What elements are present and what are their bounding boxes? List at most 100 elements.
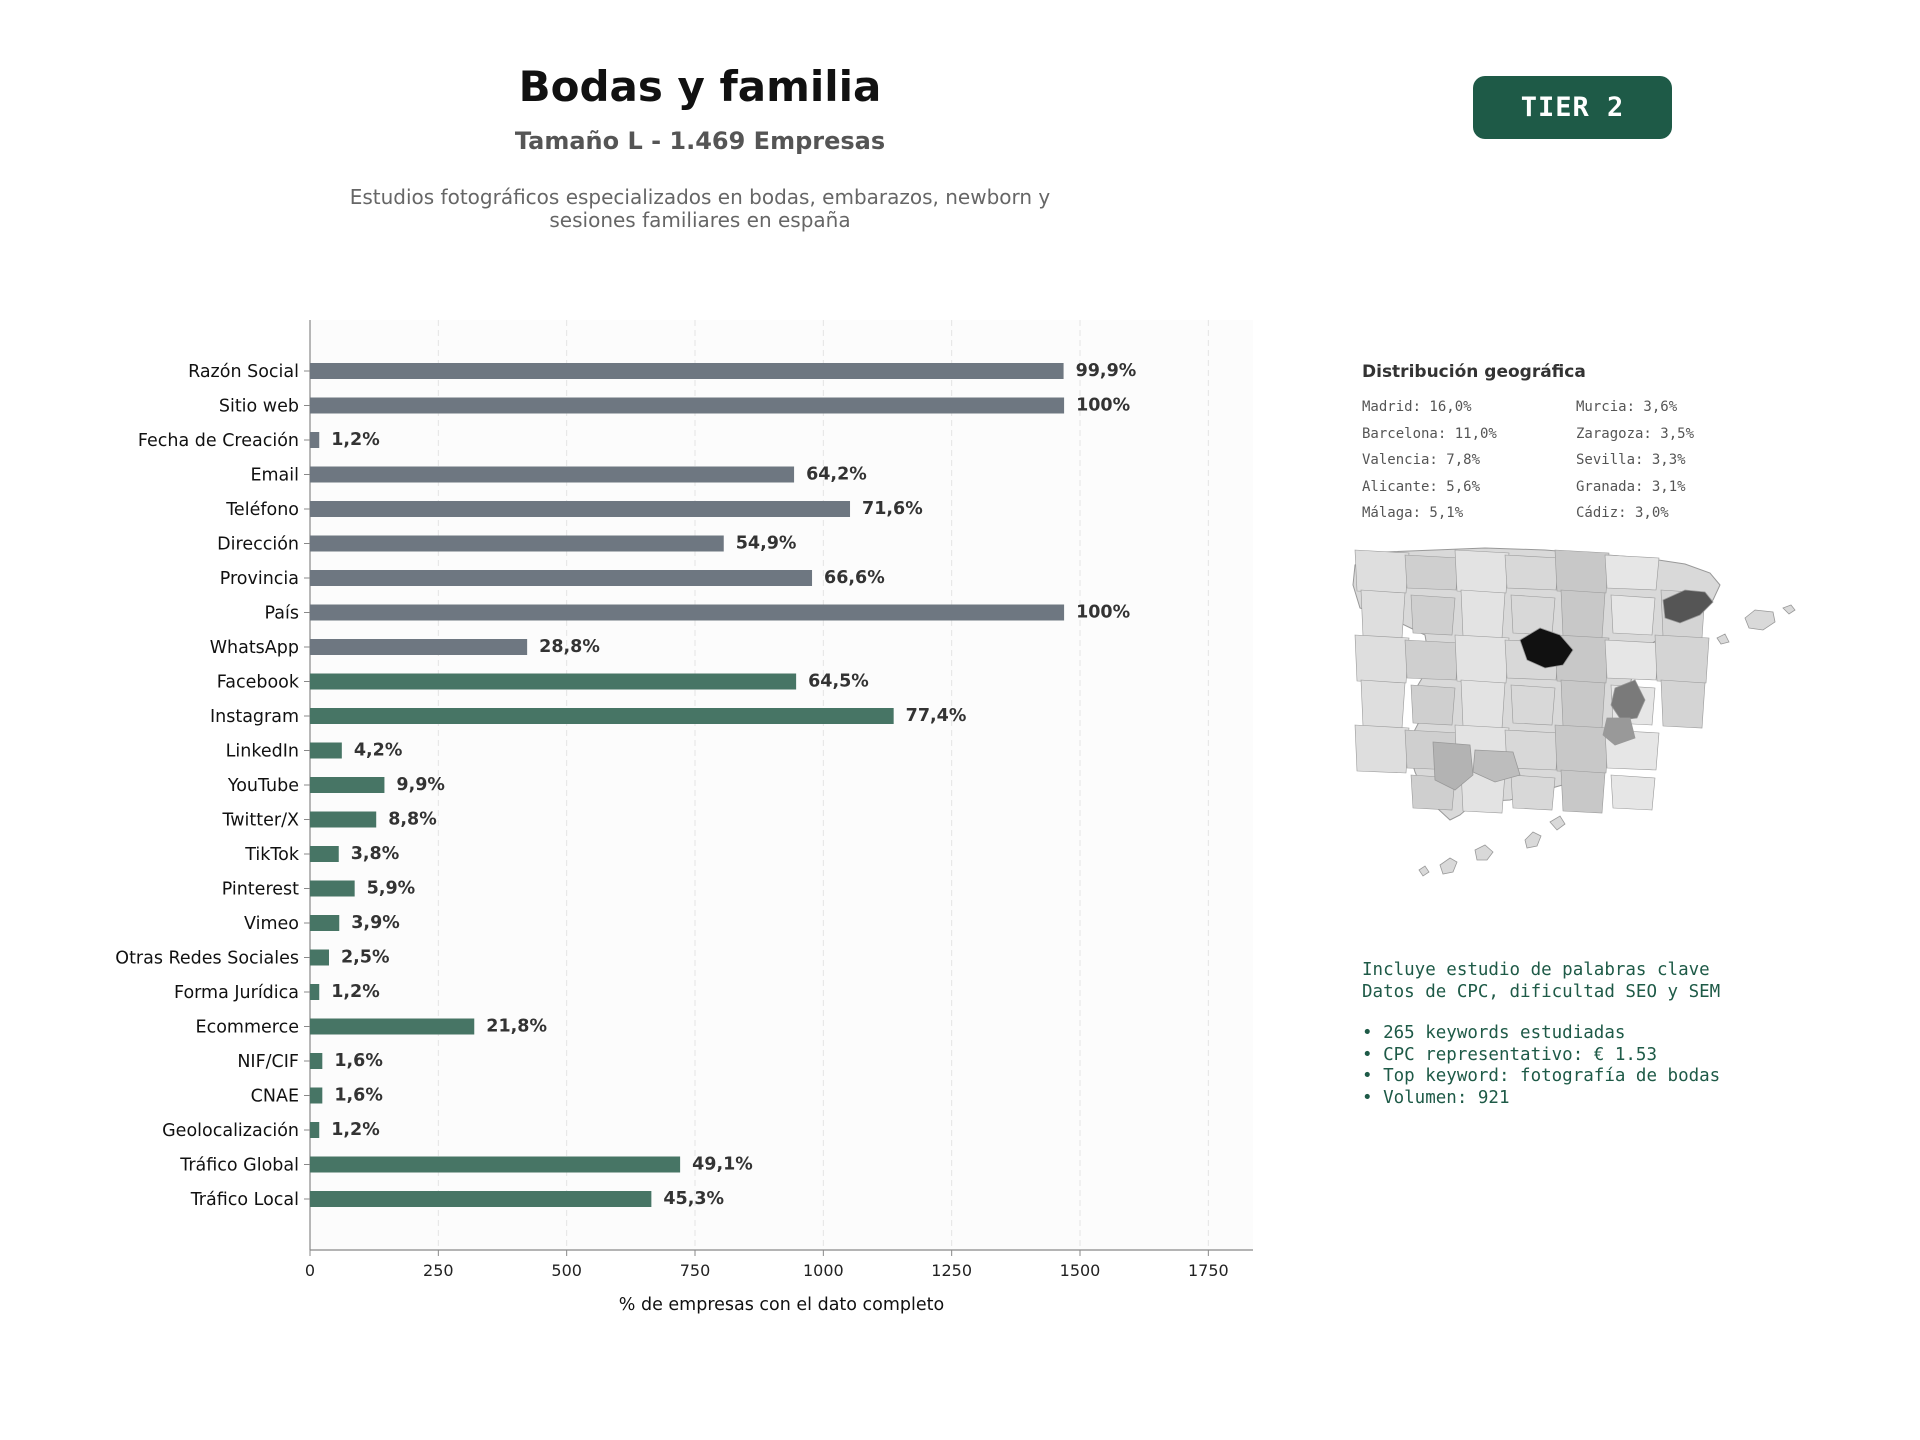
bar — [310, 397, 1065, 414]
data-label: 4,2% — [354, 741, 403, 761]
x-tick-label: 1750 — [1188, 1261, 1229, 1280]
data-label: 1,2% — [331, 982, 380, 1002]
map-province — [1554, 549, 1610, 594]
data-label: 1,6% — [334, 1086, 383, 1106]
category-label: WhatsApp — [210, 638, 299, 658]
keywords-bullet: • CPC representativo: € 1.53 — [1362, 1044, 1658, 1065]
map-province — [1560, 679, 1606, 729]
data-label: 45,3% — [663, 1189, 724, 1209]
category-label: País — [265, 604, 299, 624]
map-malaga — [1472, 749, 1521, 783]
data-label: 5,9% — [367, 879, 416, 899]
category-label: NIF/CIF — [237, 1052, 299, 1072]
map-province — [1610, 594, 1656, 636]
map-province — [1504, 554, 1560, 591]
data-label: 71,6% — [862, 499, 923, 519]
geo-item: Alicante: 5,6% — [1362, 478, 1481, 495]
map-province — [1454, 549, 1510, 594]
data-label: 100% — [1076, 396, 1130, 416]
map-province — [1604, 554, 1660, 591]
data-label: 99,9% — [1076, 361, 1137, 381]
data-label: 64,5% — [808, 672, 869, 692]
keywords-bullet: • Volumen: 921 — [1362, 1087, 1510, 1108]
map-province — [1454, 634, 1510, 684]
category-label: LinkedIn — [226, 742, 299, 762]
category-label: Dirección — [217, 535, 299, 555]
data-label: 9,9% — [396, 775, 445, 795]
map-province — [1404, 554, 1460, 591]
geo-item: Málaga: 5,1% — [1362, 505, 1464, 521]
map-province — [1560, 589, 1606, 639]
geo-item: Granada: 3,1% — [1576, 478, 1686, 495]
bar — [310, 1018, 475, 1035]
data-label: 100% — [1076, 603, 1130, 623]
bar — [310, 1122, 320, 1138]
bar — [310, 1087, 323, 1104]
category-label: Fecha de Creación — [138, 431, 299, 451]
bar — [310, 535, 724, 552]
x-tick-label: 750 — [680, 1261, 711, 1280]
data-label: 21,8% — [486, 1017, 547, 1037]
bar — [310, 880, 355, 897]
bar — [310, 742, 342, 759]
category-label: Otras Redes Sociales — [115, 949, 299, 969]
map-canarias — [1439, 857, 1458, 875]
geo-item: Madrid: 16,0% — [1362, 399, 1472, 415]
category-label: Facebook — [217, 673, 300, 693]
keywords-intro: Datos de CPC, dificultad SEO y SEM — [1362, 981, 1721, 1002]
category-label: Pinterest — [222, 880, 299, 900]
map-province — [1410, 684, 1456, 726]
bar — [310, 708, 894, 724]
category-label: YouTube — [227, 776, 299, 796]
category-label: Twitter/X — [221, 811, 299, 831]
map-province — [1610, 774, 1656, 811]
data-label: 2,5% — [341, 948, 390, 968]
keywords-bullet: • 265 keywords estudiadas — [1362, 1023, 1626, 1043]
map-province — [1660, 679, 1706, 729]
x-tick-label: 1000 — [803, 1261, 844, 1280]
bar-chart: 0 250 500 750 1000 1250 1500 1750 % de empresas … — [115, 320, 1253, 1315]
category-label: Vimeo — [244, 914, 299, 934]
category-label: CNAE — [251, 1087, 299, 1107]
map-province — [1604, 639, 1660, 681]
data-label: 1,2% — [331, 1120, 380, 1140]
page-description: Estudios fotográficos especializados en … — [349, 185, 1051, 232]
bar — [310, 777, 385, 793]
keywords-intro: Incluye estudio de palabras clave — [1362, 960, 1710, 980]
map-canarias — [1474, 844, 1494, 861]
map-province — [1654, 634, 1710, 684]
map-province — [1460, 589, 1506, 639]
data-label: 54,9% — [736, 534, 797, 554]
category-label: TikTok — [244, 845, 300, 865]
category-label: Teléfono — [225, 500, 299, 520]
map-province — [1510, 684, 1556, 726]
category-label: Razón Social — [188, 362, 299, 382]
x-tick-label: 250 — [423, 1261, 454, 1280]
map-province — [1404, 639, 1460, 681]
data-label: 66,6% — [824, 568, 885, 588]
category-label: Instagram — [210, 707, 299, 727]
category-label: Tráfico Global — [179, 1156, 299, 1176]
map-province — [1510, 594, 1556, 636]
category-label: Geolocalización — [162, 1121, 299, 1141]
bar — [310, 570, 813, 586]
map-province — [1354, 634, 1410, 684]
geo-distribution-title: Distribución geográfica — [1362, 362, 1586, 382]
map-province — [1460, 679, 1506, 729]
map-barcelona — [1662, 589, 1714, 624]
plot-area — [310, 320, 1253, 1250]
bar — [310, 501, 851, 517]
data-label: 28,8% — [539, 637, 600, 657]
map-madrid — [1519, 627, 1574, 669]
bar — [310, 432, 320, 448]
map-valencia — [1610, 679, 1646, 721]
data-label: 8,8% — [388, 810, 437, 830]
category-label: Tráfico Local — [190, 1190, 299, 1210]
bar — [310, 1191, 652, 1207]
map-province — [1360, 679, 1406, 729]
geo-item: Zaragoza: 3,5% — [1576, 425, 1695, 442]
category-label: Provincia — [220, 569, 299, 589]
bar — [310, 363, 1064, 379]
data-label: 1,2% — [331, 430, 380, 450]
category-label: Sitio web — [219, 397, 299, 417]
